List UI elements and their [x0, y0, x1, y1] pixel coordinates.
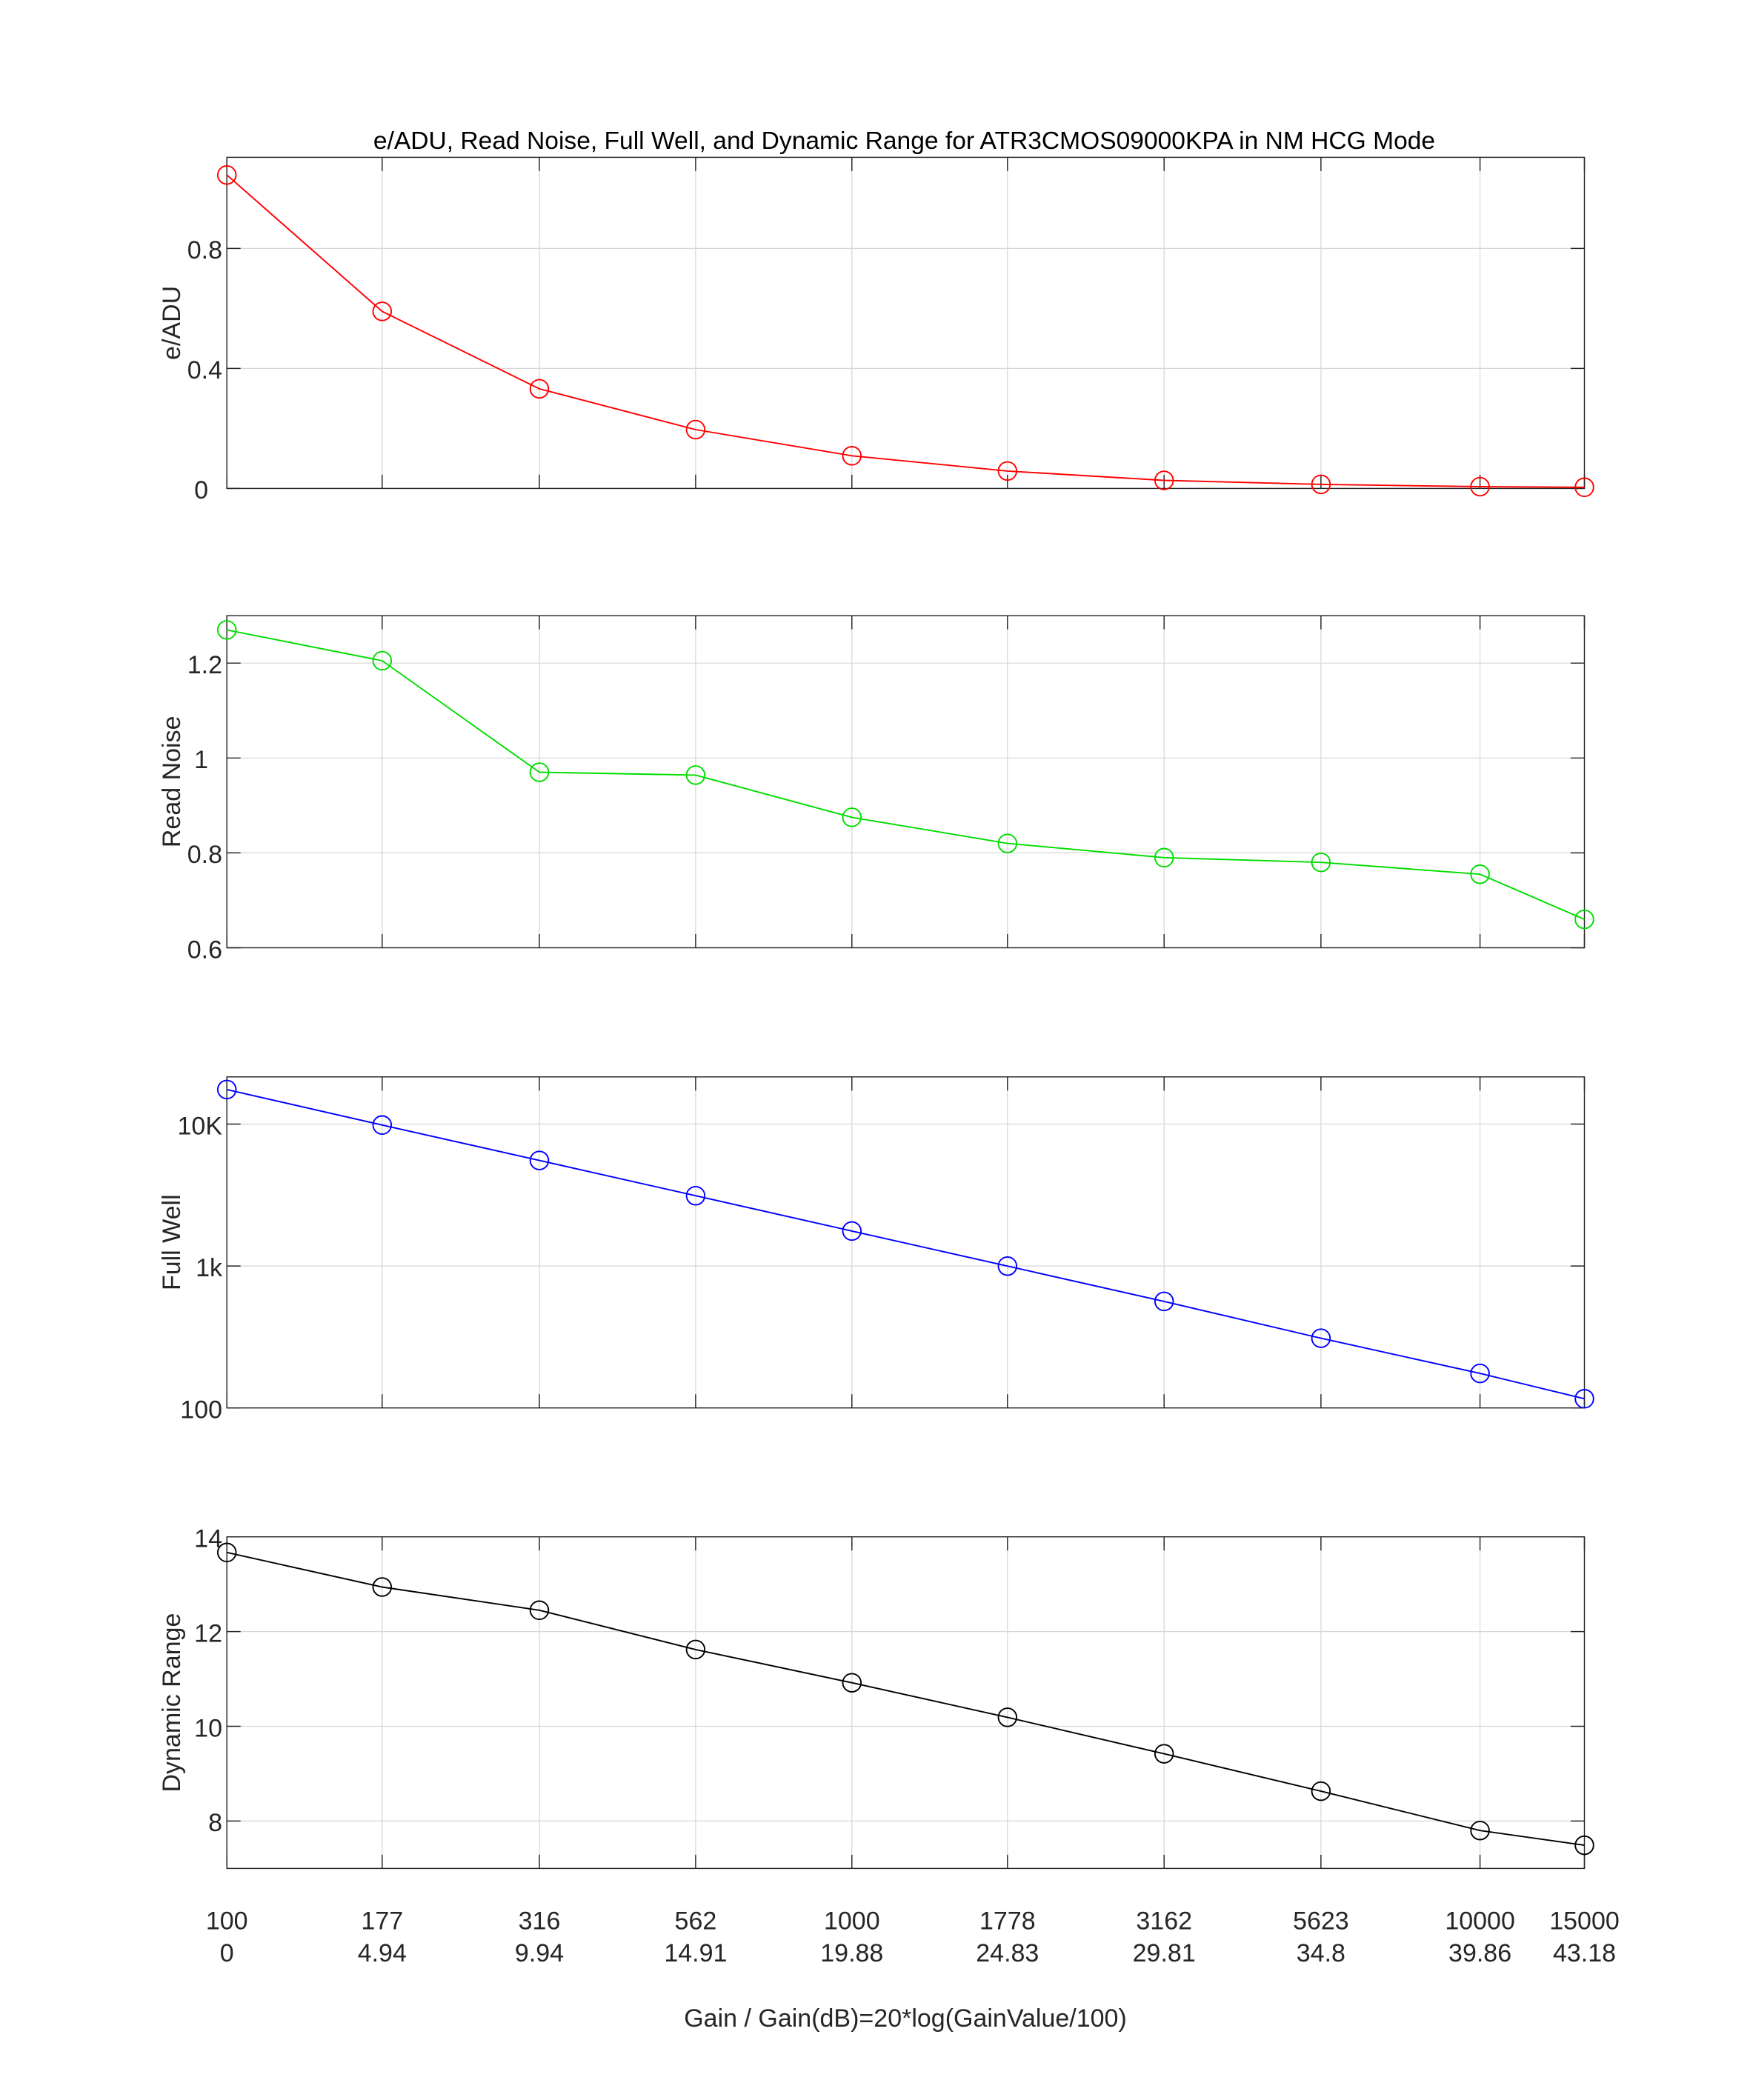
svg-text:316: 316 — [519, 1907, 561, 1936]
svg-text:177: 177 — [361, 1907, 403, 1936]
svg-text:0.8: 0.8 — [187, 841, 222, 869]
svg-text:1000: 1000 — [824, 1907, 880, 1936]
svg-text:39.86: 39.86 — [1448, 1939, 1511, 1967]
svg-text:1.2: 1.2 — [187, 651, 222, 679]
svg-text:0.8: 0.8 — [187, 236, 222, 264]
svg-text:0.4: 0.4 — [187, 356, 222, 384]
svg-text:Read Noise: Read Noise — [158, 716, 186, 847]
svg-text:10000: 10000 — [1445, 1907, 1515, 1936]
svg-text:14: 14 — [194, 1525, 222, 1553]
svg-text:100: 100 — [180, 1396, 222, 1424]
svg-text:1k: 1k — [196, 1254, 223, 1282]
svg-text:5623: 5623 — [1293, 1907, 1349, 1936]
svg-text:15000: 15000 — [1549, 1907, 1620, 1936]
svg-text:0.6: 0.6 — [187, 936, 222, 964]
svg-text:Dynamic Range: Dynamic Range — [158, 1613, 186, 1793]
svg-text:4.94: 4.94 — [358, 1939, 407, 1967]
svg-text:14.91: 14.91 — [664, 1939, 727, 1967]
svg-text:Full Well: Full Well — [158, 1194, 186, 1290]
svg-text:1: 1 — [194, 746, 208, 774]
svg-text:10K: 10K — [178, 1112, 223, 1140]
svg-text:9.94: 9.94 — [515, 1939, 564, 1967]
svg-text:0: 0 — [220, 1939, 234, 1967]
svg-text:34.8: 34.8 — [1297, 1939, 1345, 1967]
svg-text:0: 0 — [194, 476, 208, 504]
svg-text:100: 100 — [206, 1907, 248, 1936]
svg-text:43.18: 43.18 — [1553, 1939, 1616, 1967]
svg-text:e/ADU: e/ADU — [158, 286, 186, 360]
svg-text:19.88: 19.88 — [820, 1939, 883, 1967]
svg-text:1778: 1778 — [979, 1907, 1036, 1936]
svg-text:24.83: 24.83 — [976, 1939, 1039, 1967]
svg-text:e/ADU, Read Noise, Full Well,: e/ADU, Read Noise, Full Well, and Dynami… — [373, 127, 1435, 155]
svg-text:10: 10 — [194, 1714, 222, 1742]
svg-text:29.81: 29.81 — [1133, 1939, 1196, 1967]
svg-text:3162: 3162 — [1136, 1907, 1192, 1936]
svg-text:8: 8 — [208, 1809, 222, 1837]
svg-text:12: 12 — [194, 1619, 222, 1647]
svg-text:Gain / Gain(dB)=20*log(GainVal: Gain / Gain(dB)=20*log(GainValue/100) — [684, 2004, 1127, 2033]
svg-text:562: 562 — [675, 1907, 717, 1936]
